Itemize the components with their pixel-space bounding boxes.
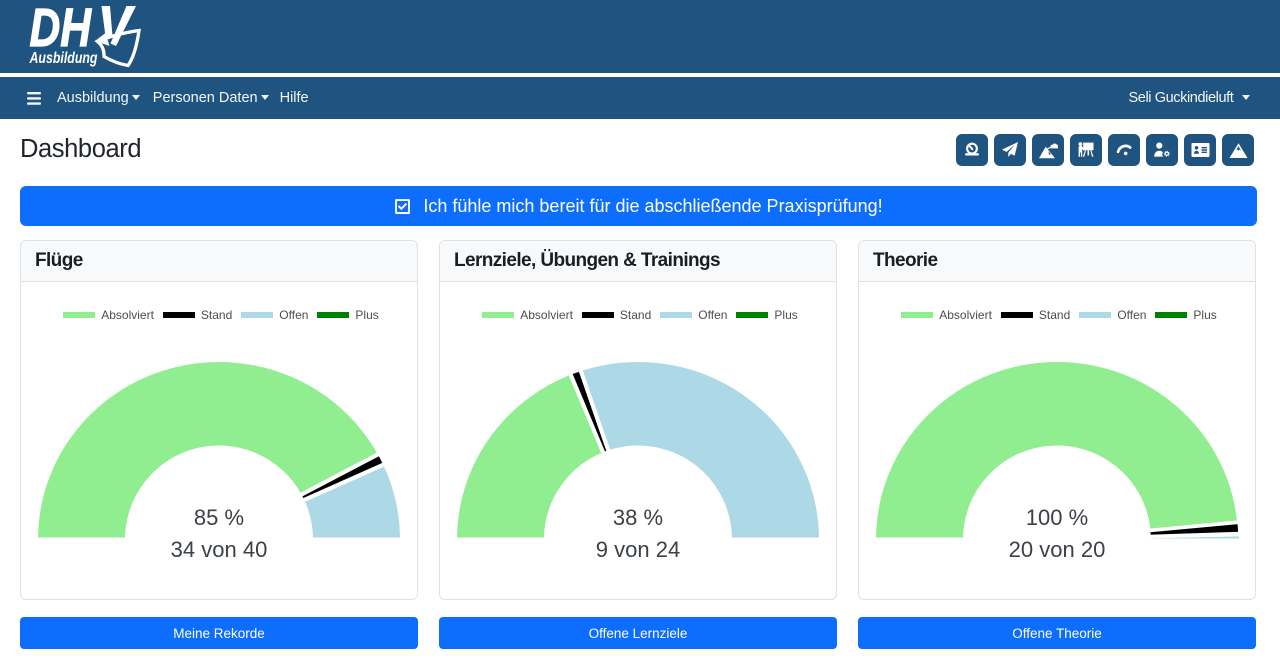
svg-text:DH: DH xyxy=(30,0,92,58)
svg-text:Ausbildung: Ausbildung xyxy=(29,50,98,67)
